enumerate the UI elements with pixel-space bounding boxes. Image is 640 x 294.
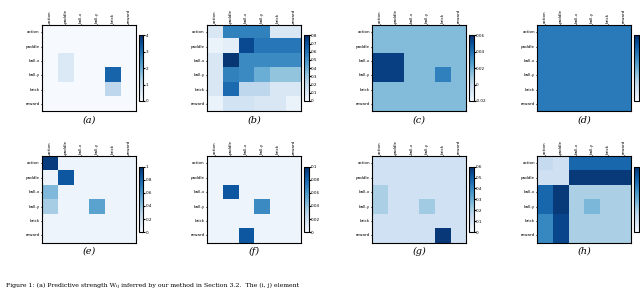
- X-axis label: (h): (h): [577, 247, 591, 256]
- X-axis label: (b): (b): [247, 116, 261, 124]
- X-axis label: (f): (f): [248, 247, 260, 256]
- Text: Figure 1: (a) Predictive strength Wᵢⱼ inferred by our method in Section 3.2.  Th: Figure 1: (a) Predictive strength Wᵢⱼ in…: [6, 283, 300, 288]
- X-axis label: (a): (a): [83, 116, 95, 124]
- X-axis label: (c): (c): [413, 116, 426, 124]
- X-axis label: (d): (d): [577, 116, 591, 124]
- X-axis label: (e): (e): [83, 247, 95, 256]
- X-axis label: (g): (g): [412, 247, 426, 256]
